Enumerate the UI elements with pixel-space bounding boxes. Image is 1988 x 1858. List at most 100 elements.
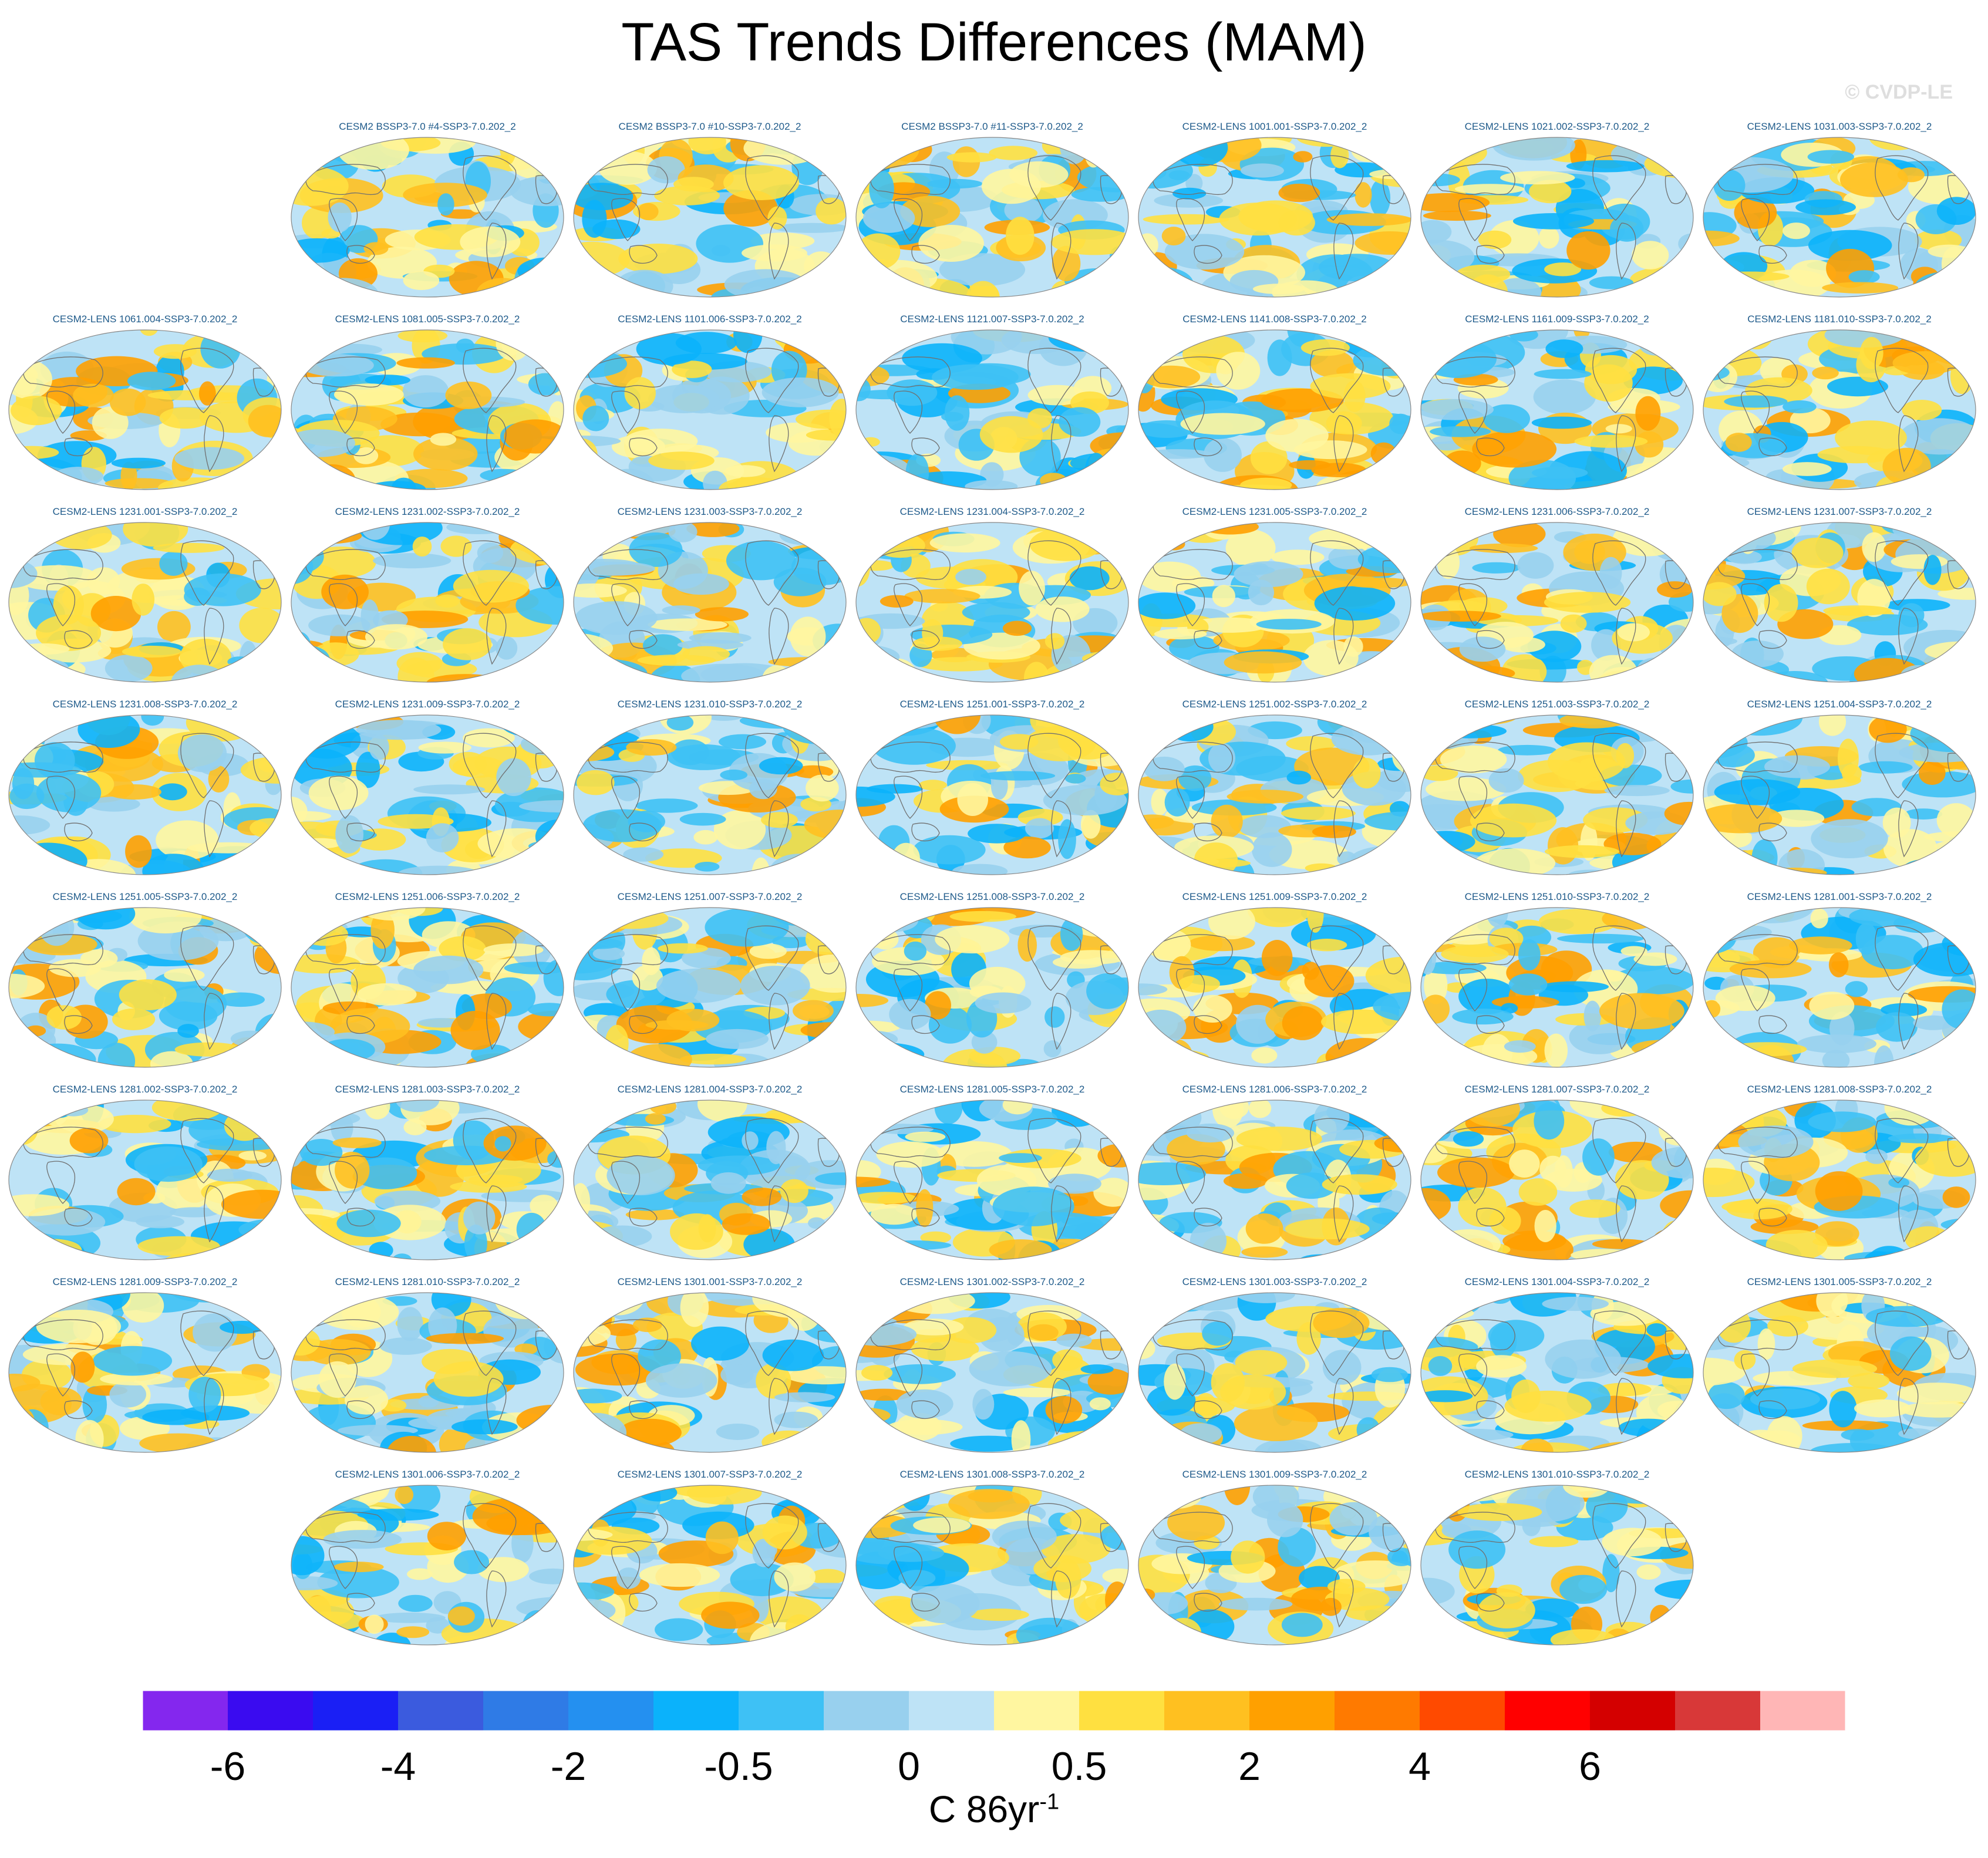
map-border (291, 1485, 564, 1645)
trend-blob (1248, 1100, 1272, 1118)
trend-blob (1916, 470, 1976, 490)
robinson-map (573, 522, 847, 683)
trend-blob (515, 586, 564, 625)
coastline (1741, 1353, 1770, 1397)
trend-blob (1703, 854, 1742, 864)
trend-blob (1138, 1050, 1201, 1067)
trend-blob (1883, 829, 1938, 868)
trend-blob (1527, 630, 1582, 662)
coastline (1476, 822, 1505, 841)
trend-blob (1423, 1122, 1451, 1142)
trend-blob (806, 774, 839, 802)
trend-blob (1930, 916, 1976, 929)
trend-blob (1783, 462, 1832, 476)
coastline (611, 968, 641, 1011)
trend-blob (1938, 715, 1961, 743)
trend-blob (697, 1100, 747, 1122)
trend-blob (1437, 545, 1460, 579)
robinson-map (1138, 1485, 1411, 1645)
map-border (573, 1292, 847, 1453)
trend-blob (1862, 532, 1886, 562)
trend-blob (9, 655, 48, 679)
trend-blob (1858, 761, 1913, 774)
trend-blob (268, 910, 281, 950)
coastline (1616, 415, 1636, 473)
trend-blob (762, 1339, 824, 1371)
trend-blob (1502, 1230, 1566, 1252)
trend-blob (9, 928, 20, 939)
trend-blob (648, 618, 727, 631)
trend-blob (321, 228, 341, 239)
trend-blob (1703, 1108, 1734, 1136)
trend-blob (1050, 229, 1128, 255)
trend-blob (969, 966, 1026, 1001)
coastline (305, 356, 386, 388)
trend-blob (76, 908, 136, 930)
map-border (573, 137, 847, 298)
trend-blob (810, 1569, 846, 1585)
trend-blob (1430, 426, 1491, 437)
coastline (1458, 775, 1488, 819)
trend-blob (1369, 1513, 1411, 1550)
trend-blob (768, 1485, 846, 1498)
coastline (46, 1353, 76, 1397)
trend-blob (1115, 825, 1128, 848)
trend-blob (582, 809, 662, 842)
trend-blob (1421, 1390, 1473, 1402)
trend-blob (238, 720, 258, 732)
map-border (8, 329, 282, 490)
map-panel: CESM2-LENS 1301.002-SSP3-7.0.202_2 (854, 1276, 1130, 1458)
trend-blob (107, 784, 161, 800)
trend-blob (918, 780, 947, 791)
trend-blob (807, 1103, 846, 1125)
trend-blob (1148, 1444, 1186, 1452)
coastline (1717, 741, 1798, 773)
trend-blob (1138, 1162, 1207, 1185)
trend-blob (1636, 1564, 1661, 1580)
coastline (180, 733, 234, 798)
trend-blob (1364, 1441, 1411, 1452)
trend-blob (904, 941, 927, 961)
trend-blob (1726, 1042, 1807, 1057)
trend-blob (856, 908, 899, 930)
trend-blob (1028, 1324, 1059, 1341)
trend-blob (1618, 1418, 1679, 1437)
trend-blob (1380, 138, 1411, 171)
coastline (588, 356, 668, 388)
trend-blob (514, 1638, 564, 1645)
trend-blob (109, 1381, 146, 1408)
coastline (463, 540, 517, 606)
coastline (1027, 1310, 1081, 1376)
trend-blob (856, 1124, 874, 1143)
trend-blob (1544, 592, 1631, 613)
trend-blob (1897, 167, 1925, 183)
trend-blob (742, 1131, 759, 1150)
trend-blob (1848, 270, 1880, 284)
map-panel: CESM2-LENS 1281.001-SSP3-7.0.202_2 (1701, 891, 1977, 1073)
panel-title: CESM2-LENS 1181.010-SSP3-7.0.202_2 (1747, 313, 1932, 325)
trend-blob (1632, 717, 1672, 731)
coastline (1051, 1570, 1072, 1628)
panel-title: CESM2-LENS 1301.005-SSP3-7.0.202_2 (1747, 1276, 1932, 1287)
coastline (611, 1353, 641, 1397)
trend-blob (119, 979, 177, 1010)
map-border (8, 1100, 282, 1260)
trend-blob (1657, 846, 1693, 875)
trend-blob (925, 991, 951, 1020)
coastline (588, 741, 668, 773)
trend-blob (232, 1052, 255, 1067)
trend-blob (1423, 210, 1491, 221)
trend-blob (9, 856, 21, 871)
trend-blob (1854, 1399, 1911, 1418)
coastline (463, 1503, 517, 1569)
coastline (23, 1127, 103, 1158)
trend-blob (12, 768, 35, 800)
trend-blob (606, 1155, 675, 1196)
trend-blob (9, 1060, 63, 1067)
trend-blob (574, 715, 612, 730)
trend-blob (1060, 950, 1127, 965)
panel-title: CESM2-LENS 1301.008-SSP3-7.0.202_2 (899, 1469, 1085, 1480)
coastline (894, 775, 923, 819)
trend-blob (1913, 1015, 1954, 1030)
trend-blob (291, 1536, 325, 1576)
